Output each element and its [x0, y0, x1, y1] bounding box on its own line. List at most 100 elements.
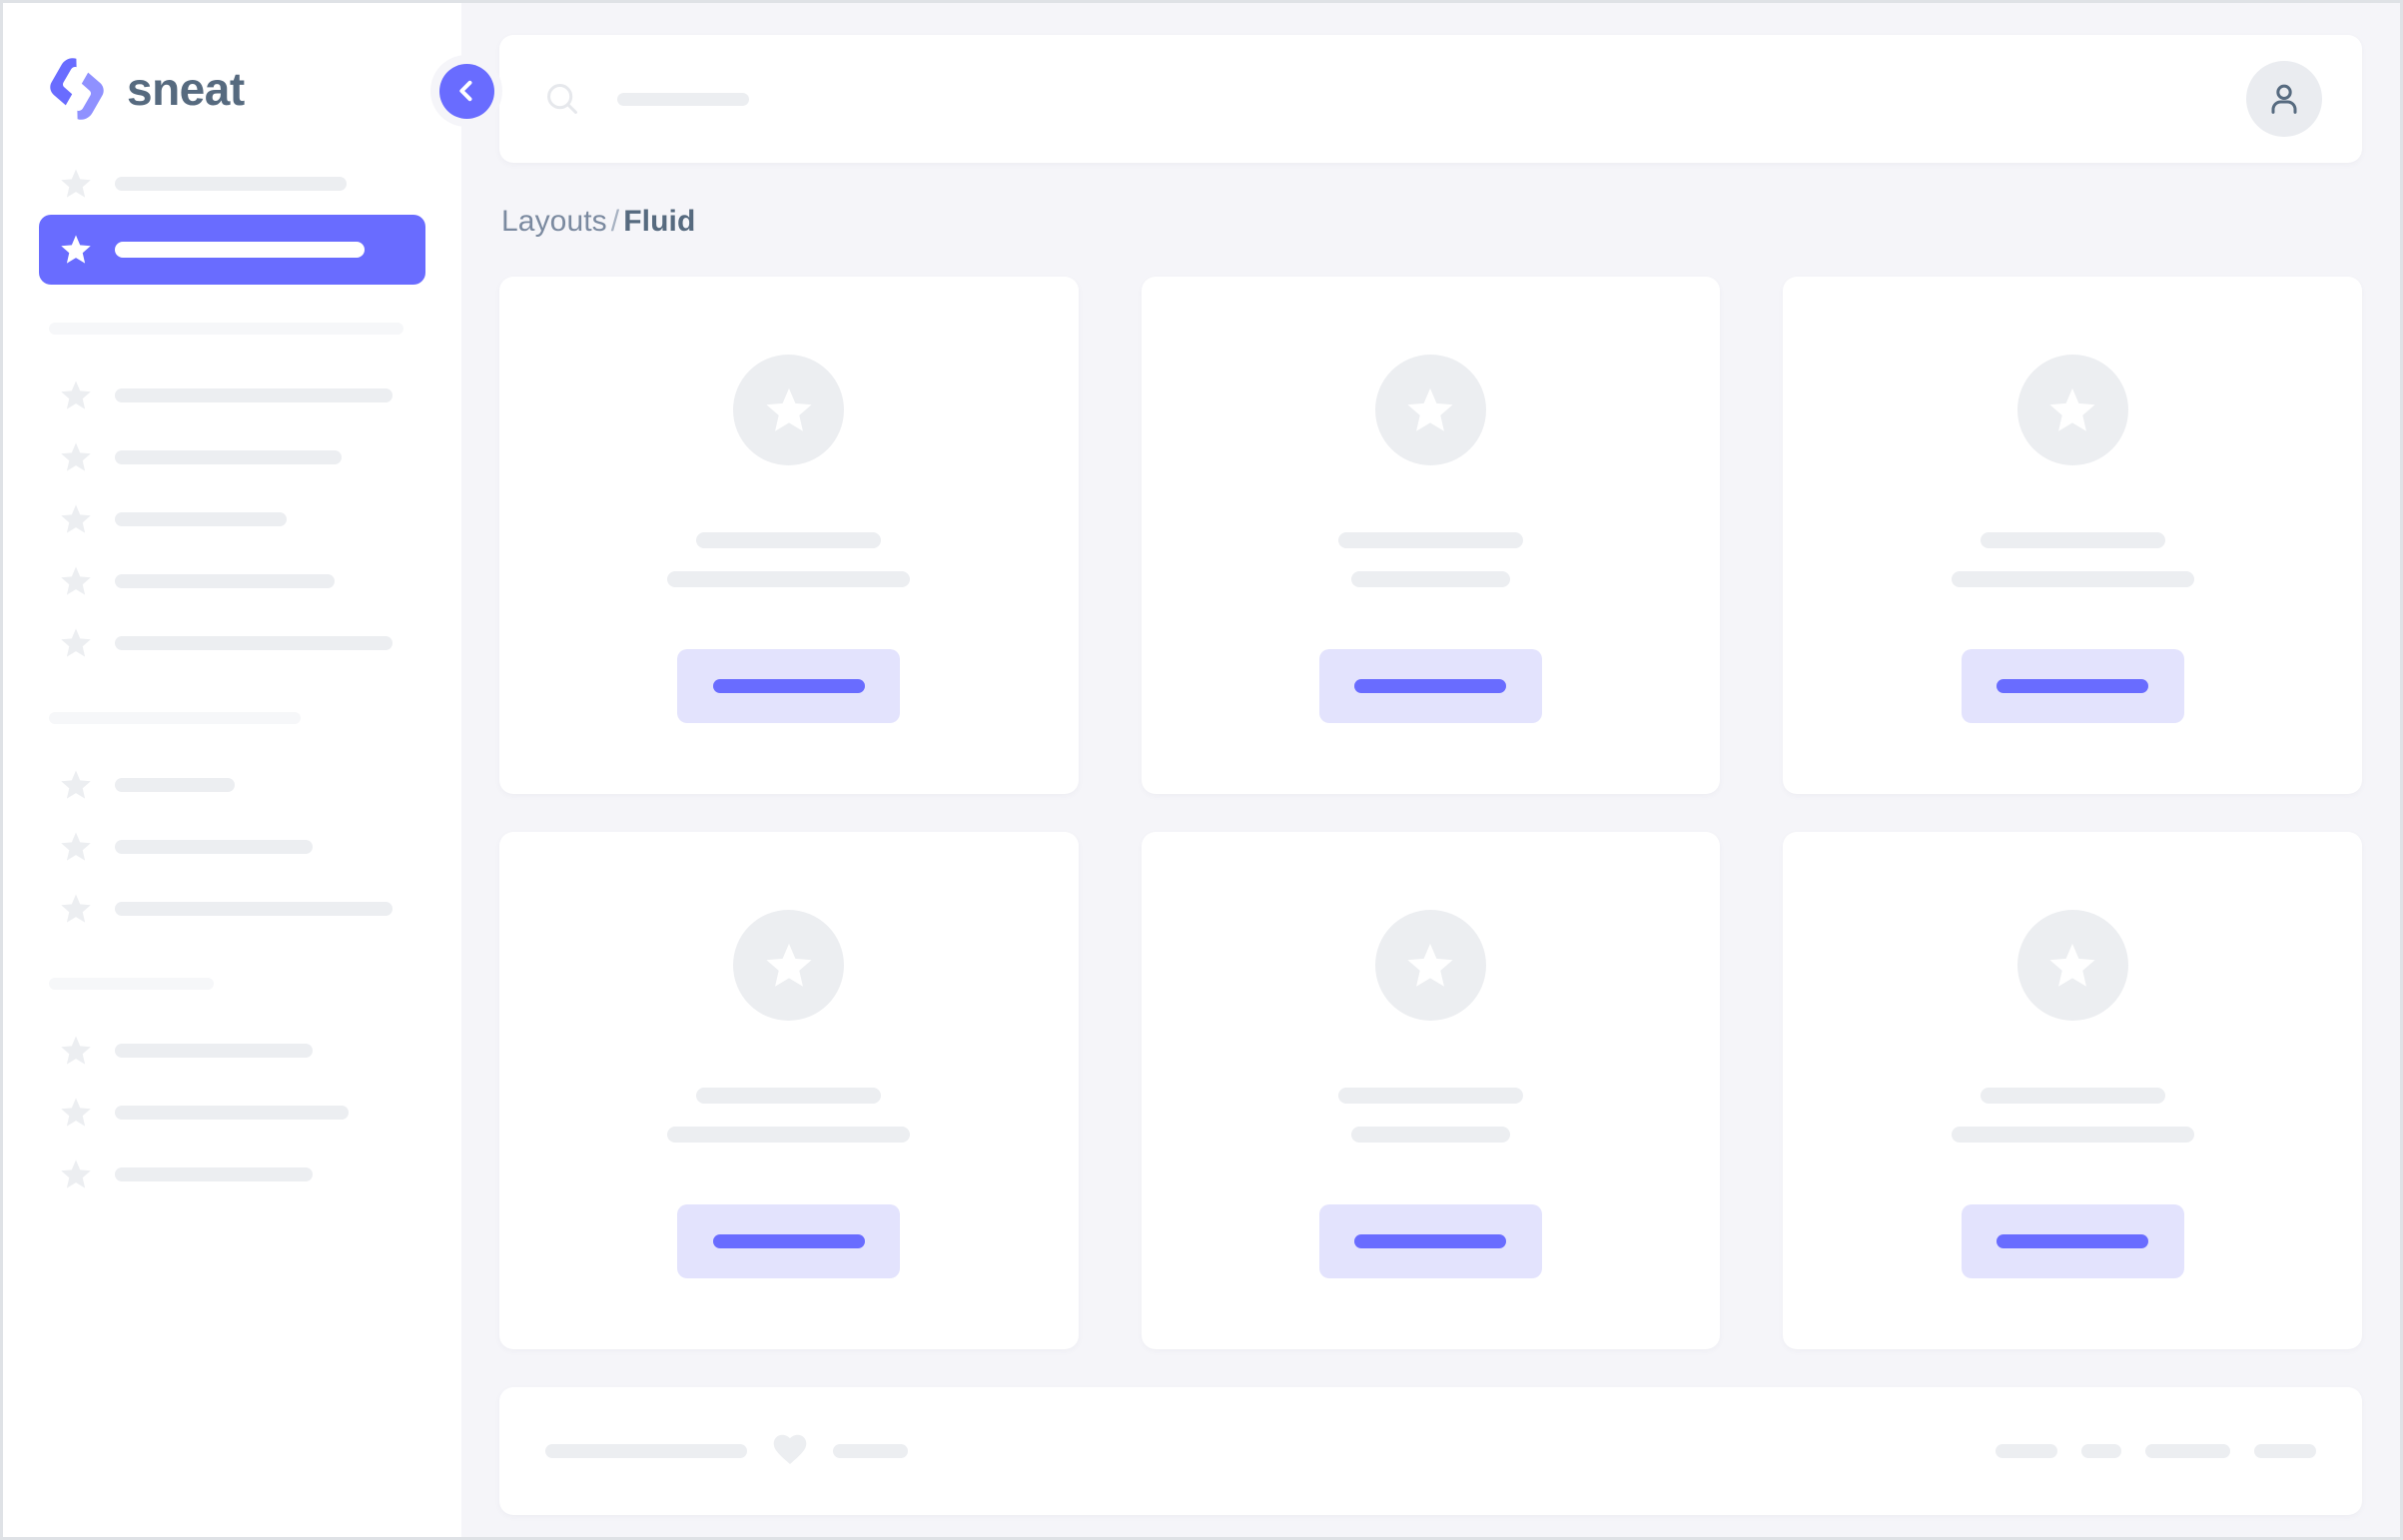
card-action-button-label — [712, 1234, 865, 1248]
star-icon — [2049, 943, 2095, 987]
card-avatar — [2016, 910, 2128, 1021]
star-icon — [1407, 943, 1454, 987]
sidebar-item-label — [115, 242, 365, 258]
star-icon — [61, 169, 91, 198]
star-icon — [766, 943, 812, 987]
content-card[interactable] — [1783, 832, 2362, 1349]
card-action-button-label — [1997, 1234, 2149, 1248]
brand-name: sneat — [127, 63, 245, 115]
sidebar-item-6[interactable] — [39, 550, 425, 612]
star-icon — [61, 832, 91, 861]
footer-right-item-3[interactable] — [2254, 1444, 2316, 1458]
breadcrumb: Layouts / Fluid — [501, 207, 2400, 237]
top-navbar — [499, 35, 2362, 163]
card-avatar — [733, 355, 845, 465]
sidebar-item-11[interactable] — [39, 878, 425, 940]
sidebar-item-label — [115, 902, 393, 916]
content-card[interactable] — [1783, 277, 2362, 794]
sidebar-item-label — [115, 450, 342, 464]
sidebar-divider — [49, 712, 301, 724]
card-action-button[interactable] — [677, 1204, 901, 1278]
search-input[interactable] — [617, 92, 749, 106]
footer-right-item-2[interactable] — [2145, 1444, 2230, 1458]
sidebar-item-15[interactable] — [39, 1144, 425, 1205]
sidebar-item-0[interactable] — [39, 153, 425, 215]
breadcrumb-current: Fluid — [623, 205, 696, 238]
search-icon — [547, 84, 577, 114]
breadcrumb-separator: / — [610, 205, 620, 238]
card-avatar — [1374, 910, 1486, 1021]
footer-right-group — [1996, 1444, 2316, 1458]
star-icon — [61, 1098, 91, 1127]
card-subtitle — [1951, 1127, 2194, 1143]
footer-right-item-0[interactable] — [1996, 1444, 2057, 1458]
footer-bar — [499, 1387, 2362, 1515]
star-icon — [766, 387, 812, 431]
avatar[interactable] — [2246, 61, 2322, 137]
footer-left-group — [545, 1434, 908, 1468]
card-action-button-label — [1354, 679, 1507, 693]
heart-icon — [773, 1434, 807, 1465]
brand[interactable]: sneat — [3, 3, 461, 131]
sidebar-item-3[interactable] — [39, 365, 425, 426]
star-icon — [61, 628, 91, 657]
sidebar-item-10[interactable] — [39, 816, 425, 878]
sidebar-item-5[interactable] — [39, 488, 425, 550]
content-card[interactable] — [499, 277, 1079, 794]
sidebar-collapse-toggle[interactable] — [430, 55, 502, 127]
sidebar-item-label — [115, 778, 235, 792]
star-icon — [61, 770, 91, 799]
sidebar-item-label — [115, 1106, 349, 1120]
sidebar-item-1-active[interactable] — [39, 215, 425, 285]
footer-right-item-1[interactable] — [2081, 1444, 2121, 1458]
card-action-button[interactable] — [1318, 649, 1542, 723]
card-action-button-label — [1997, 679, 2149, 693]
card-title — [1337, 1088, 1523, 1104]
sidebar-item-13[interactable] — [39, 1020, 425, 1082]
sidebar-divider — [49, 978, 214, 990]
sidebar-nav — [3, 131, 461, 1205]
sneat-s-logo-icon — [50, 58, 104, 120]
card-subtitle — [667, 1127, 911, 1143]
star-icon — [61, 442, 91, 471]
card-action-button[interactable] — [677, 649, 901, 723]
sidebar-item-label — [115, 512, 287, 526]
card-action-button-label — [712, 679, 865, 693]
card-title — [696, 532, 882, 548]
card-action-button-label — [1354, 1234, 1507, 1248]
star-icon — [61, 504, 91, 533]
card-title — [1980, 1088, 2165, 1104]
content-card[interactable] — [1141, 277, 1721, 794]
sidebar-item-7[interactable] — [39, 612, 425, 674]
card-action-button[interactable] — [1318, 1204, 1542, 1278]
sidebar-item-9[interactable] — [39, 754, 425, 816]
sidebar-item-label — [115, 177, 347, 191]
sidebar-item-label — [115, 1044, 313, 1058]
sidebar: sneat — [3, 3, 502, 1537]
star-icon — [61, 894, 91, 923]
card-avatar — [2016, 355, 2128, 465]
footer-left-item-0 — [545, 1444, 747, 1458]
star-icon — [1407, 387, 1454, 431]
sidebar-item-label — [115, 1167, 313, 1181]
star-icon — [61, 235, 91, 264]
card-grid — [499, 277, 2362, 1349]
card-action-button[interactable] — [1961, 649, 2184, 723]
sidebar-item-4[interactable] — [39, 426, 425, 488]
chevron-left-icon — [438, 63, 494, 119]
card-subtitle — [667, 571, 911, 587]
card-title — [1337, 532, 1523, 548]
star-icon — [61, 566, 91, 595]
card-avatar — [1374, 355, 1486, 465]
breadcrumb-parent[interactable]: Layouts — [501, 205, 607, 238]
star-icon — [61, 381, 91, 409]
heart-icon — [773, 1434, 807, 1468]
content-card[interactable] — [1141, 832, 1721, 1349]
search-box[interactable] — [543, 80, 2246, 118]
content-card[interactable] — [499, 832, 1079, 1349]
sidebar-item-14[interactable] — [39, 1082, 425, 1144]
sidebar-item-label — [115, 574, 335, 588]
card-subtitle — [1951, 571, 2194, 587]
card-action-button[interactable] — [1961, 1204, 2184, 1278]
